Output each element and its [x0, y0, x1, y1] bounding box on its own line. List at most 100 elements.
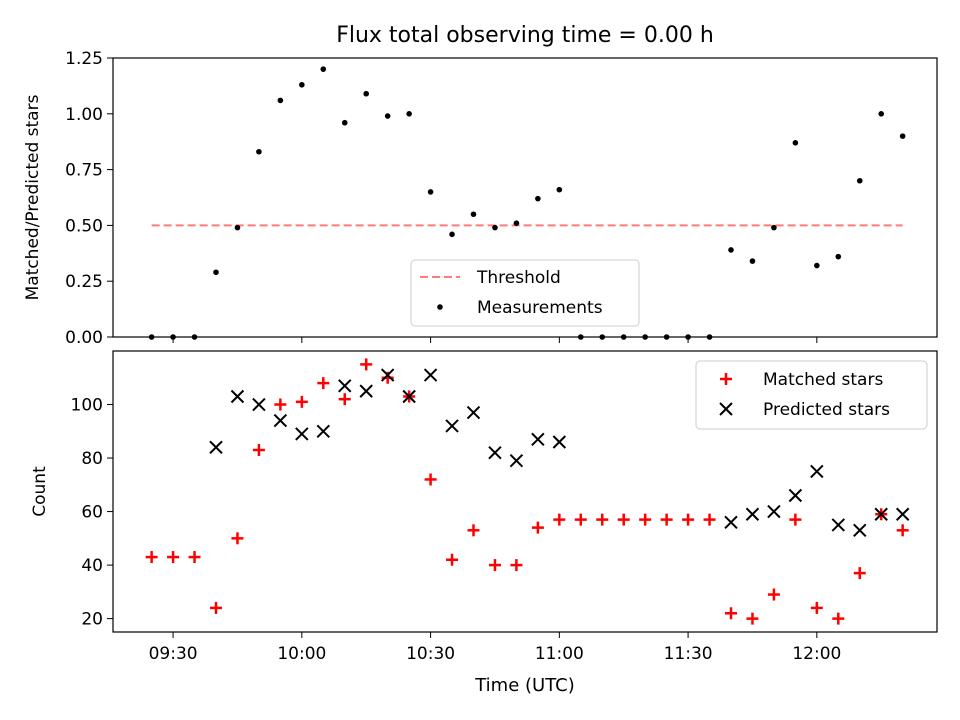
cross-b	[338, 379, 352, 393]
measurement-point	[341, 119, 348, 126]
predicted-star-point	[552, 435, 567, 449]
measurement-point	[513, 220, 520, 226]
matched-star-point	[317, 377, 330, 390]
predicted-star-point	[466, 405, 481, 420]
measurement-point	[792, 140, 799, 146]
matched-star-point	[789, 513, 802, 526]
matched-star-point	[682, 513, 695, 526]
cross-b	[488, 445, 502, 460]
legend-box	[410, 259, 640, 327]
matched-star-point	[596, 513, 609, 526]
predicted-star-point	[831, 518, 845, 532]
predicted-star-point	[488, 445, 502, 460]
measurement-point	[899, 133, 906, 139]
measurement-point	[234, 224, 241, 231]
y-tick-label: 40	[81, 556, 103, 576]
matched-star-point	[896, 524, 909, 537]
y-axis-label: Matched/Predicted stars	[23, 94, 43, 300]
matched-star-point	[617, 513, 630, 526]
legend: Matched stars Predicted stars	[695, 360, 928, 430]
cross-b	[767, 504, 781, 519]
legend-predicted-label: Predicted stars	[763, 400, 890, 420]
cross-b	[874, 507, 888, 521]
cross-b	[531, 432, 545, 447]
predicted-star-point	[724, 515, 738, 529]
matched-star-point	[639, 513, 652, 526]
legend-predicted-swatch	[719, 402, 733, 416]
cross-b	[230, 389, 245, 404]
predicted-star-point	[209, 440, 223, 455]
matched-star-point	[510, 559, 523, 572]
cross-b	[810, 464, 824, 479]
measurement-point	[492, 224, 498, 231]
cross-b	[445, 419, 459, 433]
predicted-star-point	[874, 507, 888, 521]
predicted-star-point	[273, 413, 288, 428]
legend-measurements-swatch	[437, 304, 443, 310]
measurement-point	[535, 195, 541, 202]
cross-b	[788, 488, 803, 503]
matched-star-point	[188, 551, 201, 564]
matched-star-point	[703, 513, 716, 526]
ratio-plot-frame	[112, 57, 938, 338]
y-tick-label: 0.50	[65, 216, 103, 236]
measurement-point	[427, 189, 434, 195]
measurement-point	[556, 186, 563, 193]
matched-star-point	[832, 612, 845, 625]
count-panel: 20 40 60 80 100 09:30 10:00 10:30 11:00 11:30 12:0…	[30, 350, 938, 664]
x-tick-label: 11:30	[664, 644, 713, 664]
measurement-point	[277, 97, 284, 104]
predicted-star-point	[767, 504, 781, 519]
predicted-star-point	[853, 523, 867, 538]
predicted-star-point	[531, 432, 545, 447]
legend-matched-swatch	[720, 373, 732, 385]
matched-star-point	[746, 612, 759, 625]
cross-b	[359, 384, 373, 398]
y-tick-label: 1.00	[65, 105, 103, 125]
cross-b	[295, 427, 309, 441]
legend-threshold-label: Threshold	[476, 268, 561, 288]
legend-measurements-label: Measurements	[477, 298, 603, 318]
cross-b	[252, 397, 266, 412]
matched-star-point	[295, 395, 308, 408]
measurement-point	[835, 253, 842, 260]
predicted-star-point	[316, 424, 330, 438]
matched-star-point	[231, 532, 244, 545]
x-tick-label: 10:30	[406, 644, 455, 664]
matched-star-point	[446, 553, 459, 566]
cross-b	[831, 518, 845, 532]
measurement-point	[856, 177, 863, 184]
predicted-star-point	[338, 379, 352, 393]
matched-star-point	[810, 601, 823, 614]
matched-star-point	[467, 524, 480, 537]
measurement-point	[384, 113, 391, 119]
predicted-star-point	[810, 464, 824, 479]
cross-b	[423, 368, 438, 382]
measurement-point	[749, 258, 756, 264]
legend-box	[695, 360, 928, 430]
x-tick-label: 09:30	[149, 644, 198, 664]
cross-b	[745, 507, 760, 521]
matched-star-point	[553, 513, 566, 526]
x-axis-label: Time (UTC)	[474, 675, 575, 696]
matched-star-point	[338, 393, 351, 406]
matched-star-point	[574, 513, 587, 526]
measurement-point	[299, 81, 305, 88]
predicted-star-point	[445, 419, 459, 433]
cross-b	[466, 405, 481, 420]
chart-title: Flux total observing time = 0.00 h	[336, 23, 714, 48]
cross-b	[552, 435, 567, 449]
measurement-point	[320, 66, 327, 72]
measurement-point	[213, 269, 219, 276]
y-tick-label: 1.25	[65, 49, 103, 69]
y-tick-label: 0.25	[65, 272, 103, 292]
matched-star-point	[360, 358, 373, 371]
cross-b	[895, 507, 910, 521]
predicted-star-point	[359, 384, 373, 398]
matched-star-point	[725, 607, 737, 620]
matched-star-point	[381, 371, 394, 384]
ratio-panel: 0.00 0.25 0.50 0.75 1.00 1.25 Matched/Predicte…	[23, 49, 938, 348]
x-tick-label: 11:00	[535, 644, 584, 664]
matched-star-point	[210, 601, 222, 614]
